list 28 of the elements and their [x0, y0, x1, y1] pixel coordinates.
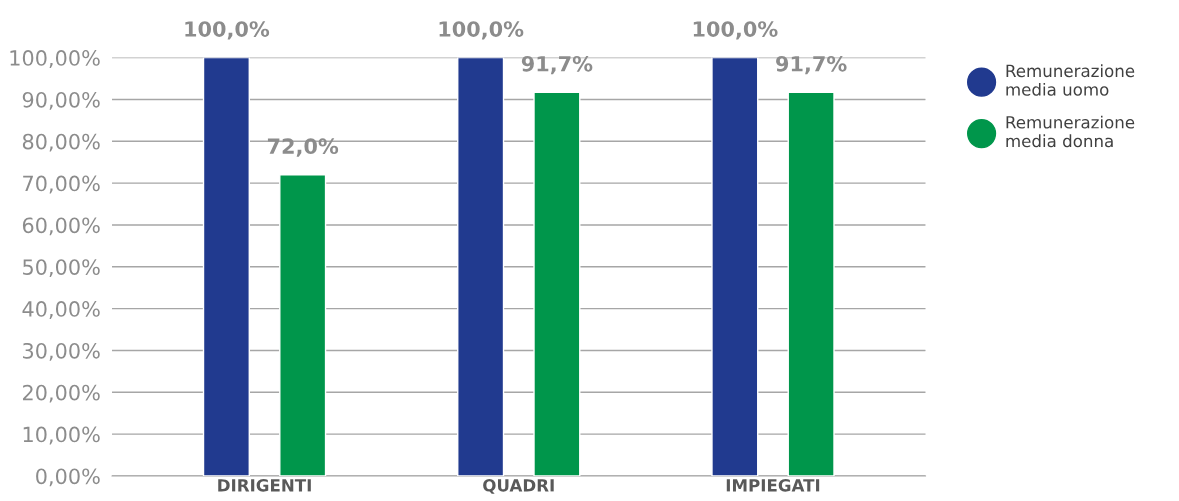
- x-tick-label: IMPIEGATI: [726, 479, 820, 492]
- y-tick-label: 80,00%: [22, 133, 100, 152]
- bar: [533, 91, 581, 476]
- bar: [457, 57, 505, 476]
- y-tick-label: 10,00%: [23, 426, 100, 445]
- bar: [711, 57, 759, 476]
- legend-label: Remunerazione media uomo: [1006, 64, 1135, 96]
- bar: [787, 91, 835, 476]
- y-tick-label: 70,00%: [23, 175, 100, 194]
- y-tick-label: 90,00%: [22, 91, 100, 110]
- data-label: 91,7%: [776, 55, 847, 75]
- x-tick-label: QUADRI: [483, 479, 554, 494]
- y-tick-label: 20,00%: [22, 384, 100, 403]
- data-label: 72,0%: [267, 138, 339, 157]
- y-tick-label: 30,00%: [23, 342, 100, 361]
- legend-label: Remunerazione media donna: [1006, 115, 1135, 148]
- data-label: 100,0%: [185, 21, 270, 40]
- y-tick-label: 60,00%: [22, 217, 100, 236]
- y-tick-label: 0,00%: [36, 468, 100, 487]
- bar: [202, 57, 250, 476]
- y-tick-label: 40,00%: [22, 301, 100, 319]
- bar: [279, 174, 327, 476]
- x-tick-label: DIRIGENTI: [218, 479, 311, 492]
- y-tick-label: 50,00%: [23, 259, 100, 278]
- data-label: 100,0%: [439, 21, 524, 40]
- data-label: 91,7%: [521, 55, 593, 75]
- y-tick-label: 100,00%: [10, 50, 100, 68]
- data-label: 100,0%: [693, 21, 778, 40]
